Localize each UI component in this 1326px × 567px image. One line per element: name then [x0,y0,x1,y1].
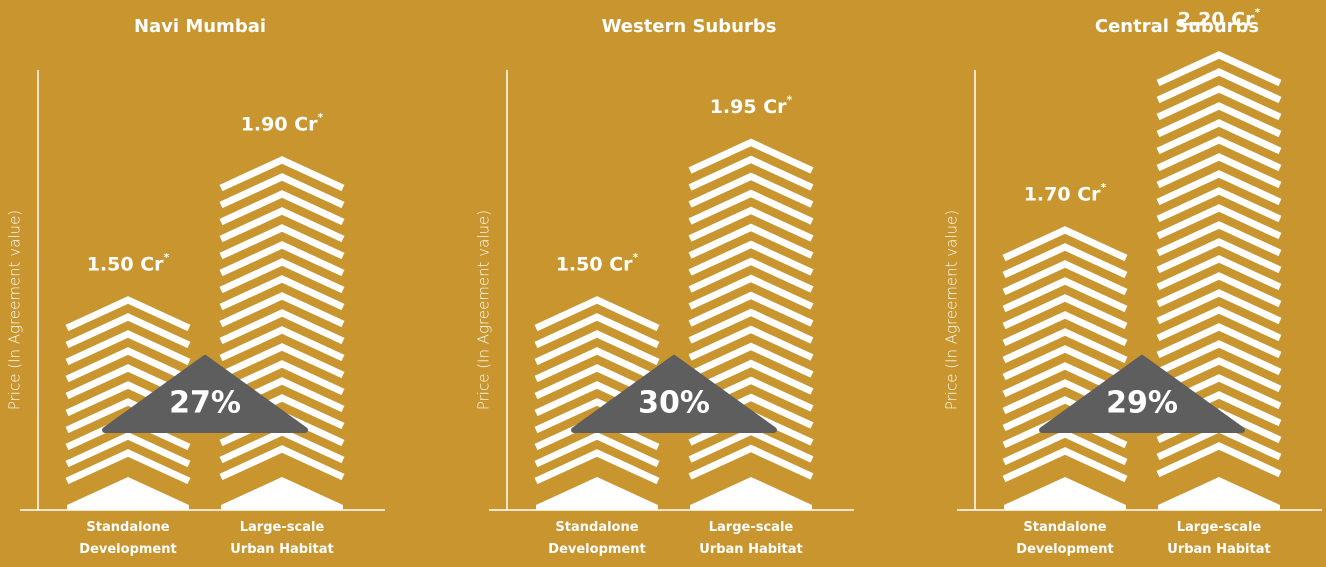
value-label: 1.50 Cr* [87,251,170,276]
category-label: Large-scale Urban Habitat [230,520,333,557]
value-label: 2.20 Cr* [1178,6,1261,31]
category-line: Large-scale [240,520,325,535]
category-line: Urban Habitat [699,542,802,557]
category-line: Standalone [86,520,169,535]
building-base [221,477,343,510]
growth-percent: 30% [638,386,710,421]
y-axis-label: Price (In Agreement value) [475,210,493,410]
category-line: Standalone [555,520,638,535]
chart-title: Navi Mumbai [134,16,266,37]
category-label: Large-scale Urban Habitat [699,520,802,557]
chart-title: Western Suburbs [602,16,777,37]
growth-triangle [571,355,777,433]
category-line: Urban Habitat [230,542,333,557]
category-line: Development [79,542,176,557]
growth-triangle [102,355,308,433]
superscript: * [1101,181,1107,194]
category-line: Urban Habitat [1167,542,1270,557]
value-label: 1.90 Cr* [241,111,324,136]
category-label: Standalone Development [79,520,176,557]
growth-percent: 29% [1106,386,1178,421]
building-base [536,477,658,510]
superscript: * [633,251,639,264]
building-bar [1002,226,1128,483]
superscript: * [787,94,793,107]
building-base [67,477,189,510]
superscript: * [318,111,324,124]
category-line: Large-scale [709,520,794,535]
building-base [1004,477,1126,510]
chart-title: Central Suburbs [1095,16,1259,37]
category-line: Standalone [1023,520,1106,535]
superscript: * [164,251,170,264]
category-line: Development [548,542,645,557]
superscript: * [1255,6,1261,19]
value-label: 1.95 Cr* [710,94,793,119]
value-label: 1.50 Cr* [556,251,639,276]
category-label: Large-scale Urban Habitat [1167,520,1270,557]
category-label: Standalone Development [1016,520,1113,557]
growth-triangle [1039,355,1245,433]
growth-percent: 27% [169,386,241,421]
category-line: Large-scale [1177,520,1262,535]
category-label: Standalone Development [548,520,645,557]
y-axis-label: Price (In Agreement value) [6,210,24,410]
category-line: Development [1016,542,1113,557]
building-base [690,477,812,510]
value-label: 1.70 Cr* [1024,181,1107,206]
building-base [1158,477,1280,510]
y-axis-label: Price (In Agreement value) [943,210,961,410]
